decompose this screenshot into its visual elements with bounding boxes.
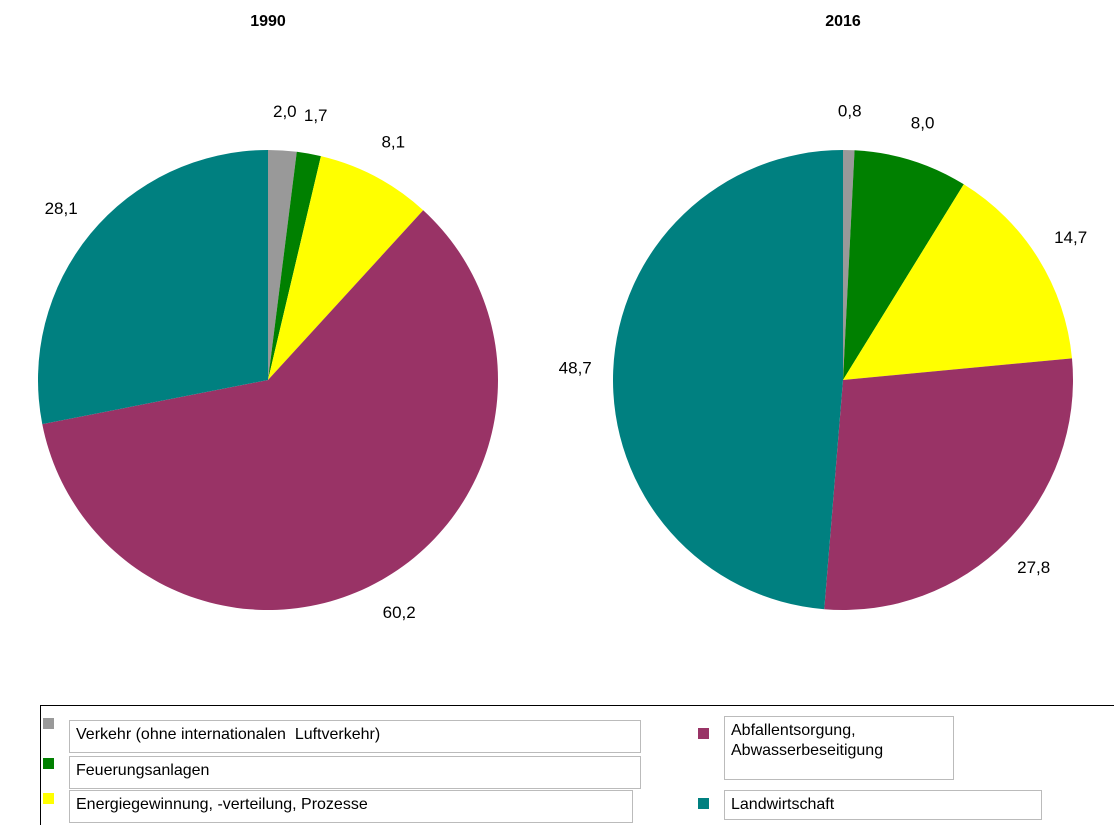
legend-marker	[698, 728, 709, 739]
legend-label: Landwirtschaft	[724, 790, 1042, 820]
data-label: 8,1	[381, 133, 405, 152]
pie-slice	[42, 210, 498, 610]
legend-marker	[698, 798, 709, 809]
chart: 1990 2,0 1,7 8,1 60,2 28,1 2016 0,8 8,0 14,7 27,8 4…	[37, 13, 1087, 622]
legend-label: Feuerungsanlagen	[69, 756, 641, 789]
data-label: 27,8	[1017, 558, 1050, 577]
pie-slice	[268, 150, 297, 380]
pie-slice	[268, 156, 424, 380]
pie-slice	[824, 358, 1074, 610]
legend-marker	[43, 758, 54, 769]
data-label: 0,8	[838, 102, 862, 121]
pie-slice	[37, 150, 269, 425]
data-label: 60,2	[383, 603, 416, 622]
legend-label: Energiegewinnung, -verteilung, Prozesse	[69, 790, 633, 823]
data-label: 2,0	[273, 102, 297, 121]
pie-slice	[843, 184, 1072, 380]
chart-title: 2016	[825, 13, 861, 30]
legend-marker	[43, 793, 54, 804]
legend-label: Abfallentsorgung, Abwasserbeseitigung	[724, 716, 954, 780]
legend-marker	[43, 718, 54, 729]
data-label: 48,7	[559, 359, 592, 378]
data-label: 1,7	[304, 106, 328, 125]
legend-label: Verkehr (ohne internationalen Luftverkeh…	[69, 720, 641, 753]
data-label: 28,1	[45, 199, 78, 218]
legend: Verkehr (ohne internationalen Luftverkeh…	[40, 705, 1114, 825]
pie-slice	[268, 151, 321, 380]
chart-title: 1990	[250, 13, 286, 30]
pie-slice	[843, 150, 855, 380]
data-label: 8,0	[911, 114, 935, 133]
pie-slice	[843, 150, 964, 380]
pie-slice	[613, 149, 843, 610]
data-label: 14,7	[1054, 228, 1087, 247]
